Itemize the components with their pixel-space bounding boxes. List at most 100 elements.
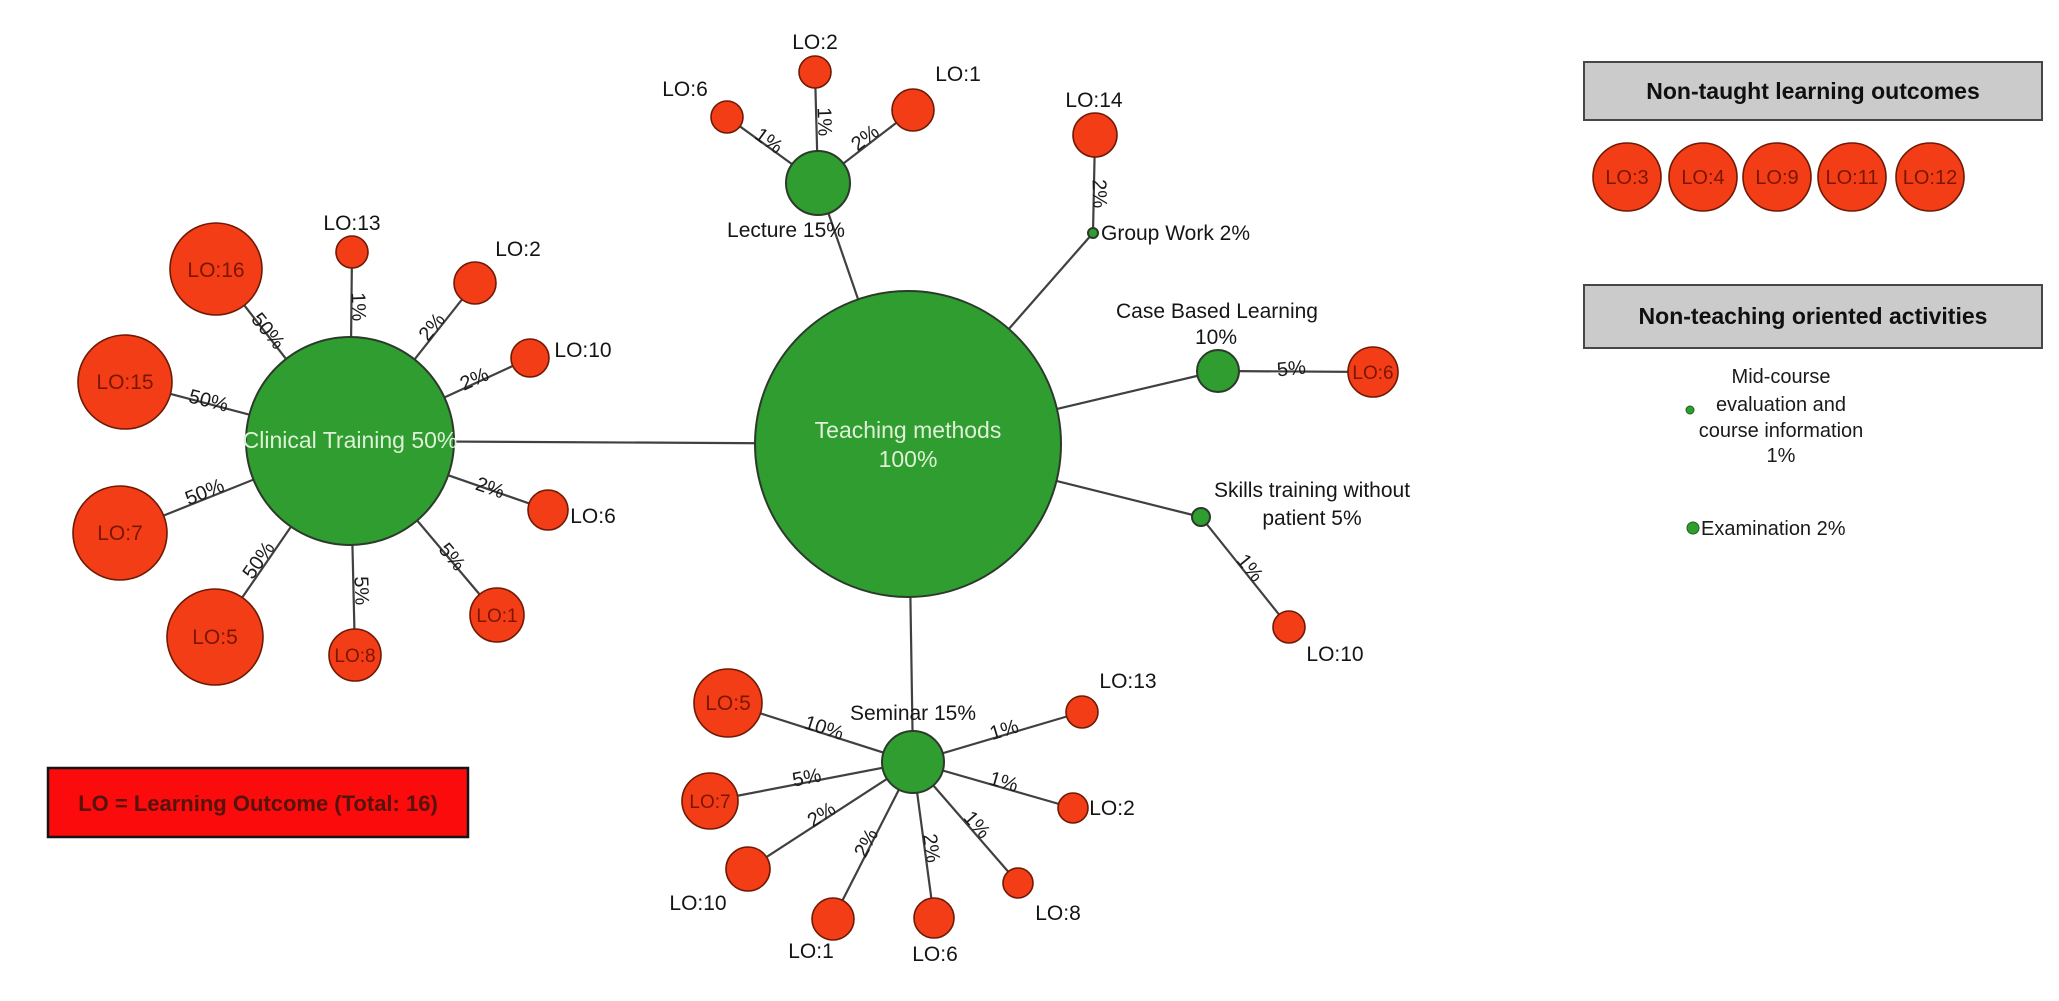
clinical-lo8-label: LO:8 <box>334 646 375 667</box>
lo3-label: LO:3 <box>1605 167 1648 189</box>
clinical-lo7-label: LO:7 <box>97 522 143 545</box>
seminar-lo1-label: LO:1 <box>788 940 834 963</box>
node-lo4 <box>1668 142 1738 212</box>
lo11-label: LO:11 <box>1826 167 1879 189</box>
edge-pct-seminar-lo5: 10% <box>801 712 846 745</box>
clinical-lo13-label: LO:13 <box>323 212 380 235</box>
node-lecture-lo1 <box>891 88 935 132</box>
node-lo9 <box>1742 142 1812 212</box>
non-teaching-title: Non-teaching oriented activities <box>1639 303 1988 329</box>
node-seminar-lo6 <box>913 897 955 939</box>
node-seminar-lo2 <box>1057 792 1089 824</box>
panel-non-teaching: Non-teaching oriented activities Mid-cou… <box>1583 284 2043 540</box>
node-lo12 <box>1895 142 1965 212</box>
clinical-lo2-label: LO:2 <box>495 238 541 261</box>
case-based-label-line2: 10% <box>1195 326 1237 349</box>
node-seminar-lo10 <box>725 846 771 892</box>
node-clinical-lo1 <box>469 587 525 643</box>
legend-box <box>46 766 470 839</box>
edge-pct-clinical-lo15: 50% <box>186 386 230 417</box>
lecture-lo2-label: LO:2 <box>792 31 838 54</box>
edge-pct-clinical-lo8: 5% <box>349 576 372 606</box>
lo4-label: LO:4 <box>1681 167 1724 189</box>
node-clinical-lo16 <box>169 222 263 316</box>
node-lo11 <box>1817 142 1887 212</box>
non-taught-title: Non-taught learning outcomes <box>1646 78 1980 104</box>
clinical-lo5-label: LO:5 <box>192 626 238 649</box>
midcourse-label-line1: Mid-course <box>1732 366 1831 388</box>
lecture-label: Lecture 15% <box>727 219 845 242</box>
node-clinical-lo6 <box>527 489 569 531</box>
node-seminar-lo5 <box>693 668 763 738</box>
panel-non-taught: Non-taught learning outcomes LO:3 LO:4 L… <box>1583 61 2043 212</box>
examination-label: Examination 2% <box>1701 518 1846 540</box>
clinical-lo16-label: LO:16 <box>187 259 244 282</box>
group-work-label: Group Work 2% <box>1101 222 1250 245</box>
edge-pct-lecture-lo1: 2% <box>847 121 883 156</box>
node-case-based-learning <box>1196 349 1240 393</box>
edge-pct-clinical-lo1: 5% <box>434 539 470 575</box>
node-clinical-training <box>245 336 455 546</box>
edge-pct-clinical-lo13: 1% <box>346 292 369 322</box>
seminar-lo10-label: LO:10 <box>669 892 726 915</box>
seminar-lo8-label: LO:8 <box>1035 902 1081 925</box>
node-seminar-lo8 <box>1002 867 1034 899</box>
clinical-lo1-label: LO:1 <box>476 606 517 627</box>
edge-pct-groupwork-lo14: 2% <box>1087 179 1110 209</box>
node-clinical-lo10 <box>510 338 550 378</box>
node-group-work <box>1087 227 1099 239</box>
seminar-lo7-label: LO:7 <box>689 792 730 813</box>
node-lecture-lo6 <box>710 100 744 134</box>
edge-skills-lo10 <box>1200 516 1290 628</box>
examination-dot <box>1686 521 1700 535</box>
edge-casebased-lo6 <box>1217 369 1374 374</box>
edge-pct-seminar-lo2: 1% <box>987 768 1021 797</box>
node-teaching-methods <box>754 290 1062 598</box>
clinical-lo6-label: LO:6 <box>570 505 616 528</box>
midcourse-label-line3: course information <box>1699 420 1864 442</box>
edge-pct-clinical-lo7: 50% <box>182 475 228 510</box>
node-clinical-lo13 <box>335 235 369 269</box>
node-casebased-lo6 <box>1347 346 1399 398</box>
midcourse-dot <box>1685 405 1695 415</box>
edge-pct-lecture-lo6: 1% <box>750 124 786 159</box>
edge-pct-seminar-lo13: 1% <box>987 715 1021 745</box>
clinical-training-label: Clinical Training 50% <box>243 427 458 453</box>
node-skills-training <box>1191 507 1211 527</box>
node-clinical-lo15 <box>77 334 173 430</box>
casebased-lo6-label: LO:6 <box>1352 363 1393 384</box>
node-groupwork-lo14 <box>1072 112 1118 158</box>
midcourse-label-line4: 1% <box>1767 445 1796 467</box>
node-lo3 <box>1592 142 1662 212</box>
edge-pct-seminar-lo6: 2% <box>918 832 944 864</box>
skills-label-line2: patient 5% <box>1262 507 1361 530</box>
edge-pct-casebased-lo6: 5% <box>1276 357 1307 382</box>
case-based-label-line1: Case Based Learning <box>1116 300 1318 323</box>
seminar-label: Seminar 15% <box>850 702 976 725</box>
teaching-methods-label-line2: 100% <box>879 446 938 472</box>
teaching-methods-label-line1: Teaching methods <box>815 417 1002 443</box>
lecture-lo1-label: LO:1 <box>935 63 981 86</box>
edge-pct-clinical-lo10: 2% <box>457 364 493 396</box>
edge-pct-clinical-lo2: 2% <box>415 309 450 345</box>
edge-pct-lecture-lo2: 1% <box>812 107 835 137</box>
lo9-label: LO:9 <box>1755 167 1798 189</box>
non-teaching-header-box <box>1583 284 2043 349</box>
seminar-lo6-label: LO:6 <box>912 943 958 966</box>
groupwork-lo14-label: LO:14 <box>1065 89 1123 112</box>
edge-pct-seminar-lo10: 2% <box>804 798 840 832</box>
node-lecture-lo2 <box>798 55 832 89</box>
skills-lo10-label: LO:10 <box>1306 643 1363 666</box>
non-taught-header-box <box>1583 61 2043 121</box>
node-clinical-lo5 <box>166 588 264 686</box>
node-seminar-lo7 <box>681 772 739 830</box>
edge-pct-clinical-lo6: 2% <box>473 473 508 503</box>
edge-seminar-lo10 <box>747 761 914 870</box>
node-clinical-lo2 <box>453 261 497 305</box>
lo12-label: LO:12 <box>1903 167 1957 189</box>
node-lecture <box>785 150 851 216</box>
edge-pct-skills-lo10: 1% <box>1232 550 1267 586</box>
seminar-lo13-label: LO:13 <box>1099 670 1156 693</box>
